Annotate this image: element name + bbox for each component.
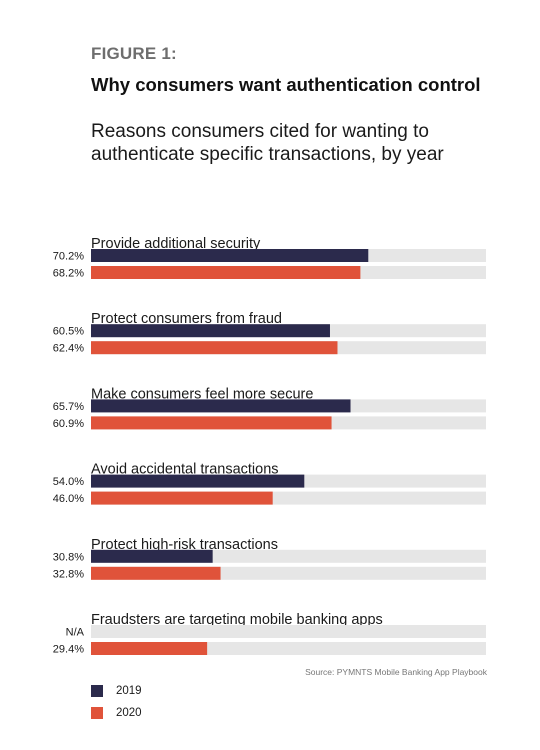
legend-swatch-2019 [91,685,103,697]
bar-2019 [91,474,305,488]
bar-2020 [91,266,361,279]
category-label: Protect high-risk transactions [91,537,278,553]
category-label: Protect consumers from fraud [91,311,282,327]
chart-title: Why consumers want authentication contro… [91,74,481,95]
chart-subtitle: Reasons consumers cited for wanting to a… [91,121,444,165]
bar-2020 [91,491,273,505]
category-label: Fraudsters are targeting mobile banking … [91,612,383,628]
bar-2019 [91,549,213,563]
category-label: Provide additional security [91,236,261,252]
value-label: 32.8% [53,568,84,580]
value-label: 68.2% [53,268,84,280]
legend-label-2019: 2019 [116,685,142,697]
value-label: 60.9% [53,418,84,430]
bar-2020 [91,341,338,355]
legend-item-2019: 2019 [91,684,142,698]
category-label: Avoid accidental transactions [91,462,279,478]
value-label: 70.2% [53,251,84,263]
bar-2019 [91,249,369,262]
value-label: 65.7% [53,401,84,413]
value-label: N/A [66,627,85,639]
legend-swatch-2020 [91,707,103,719]
source-note: Source: PYMNTS Mobile Banking App Playbo… [305,667,487,677]
legend-item-2020: 2020 [91,706,142,720]
bar-2020 [91,642,208,655]
value-label: 54.0% [53,476,84,488]
bar-2019 [91,399,351,413]
bar-2019 [91,324,330,338]
figure-label: FIGURE 1: [91,44,177,63]
legend-label-2020: 2020 [116,707,142,719]
value-label: 60.5% [53,326,84,338]
bar-2020 [91,566,221,580]
category-label: Make consumers feel more secure [91,386,313,402]
value-label: 30.8% [53,551,84,563]
value-label: 46.0% [53,493,84,505]
bar-2020 [91,416,332,430]
value-label: 62.4% [53,343,84,355]
value-label: 29.4% [53,644,84,656]
bar-track [91,625,486,638]
